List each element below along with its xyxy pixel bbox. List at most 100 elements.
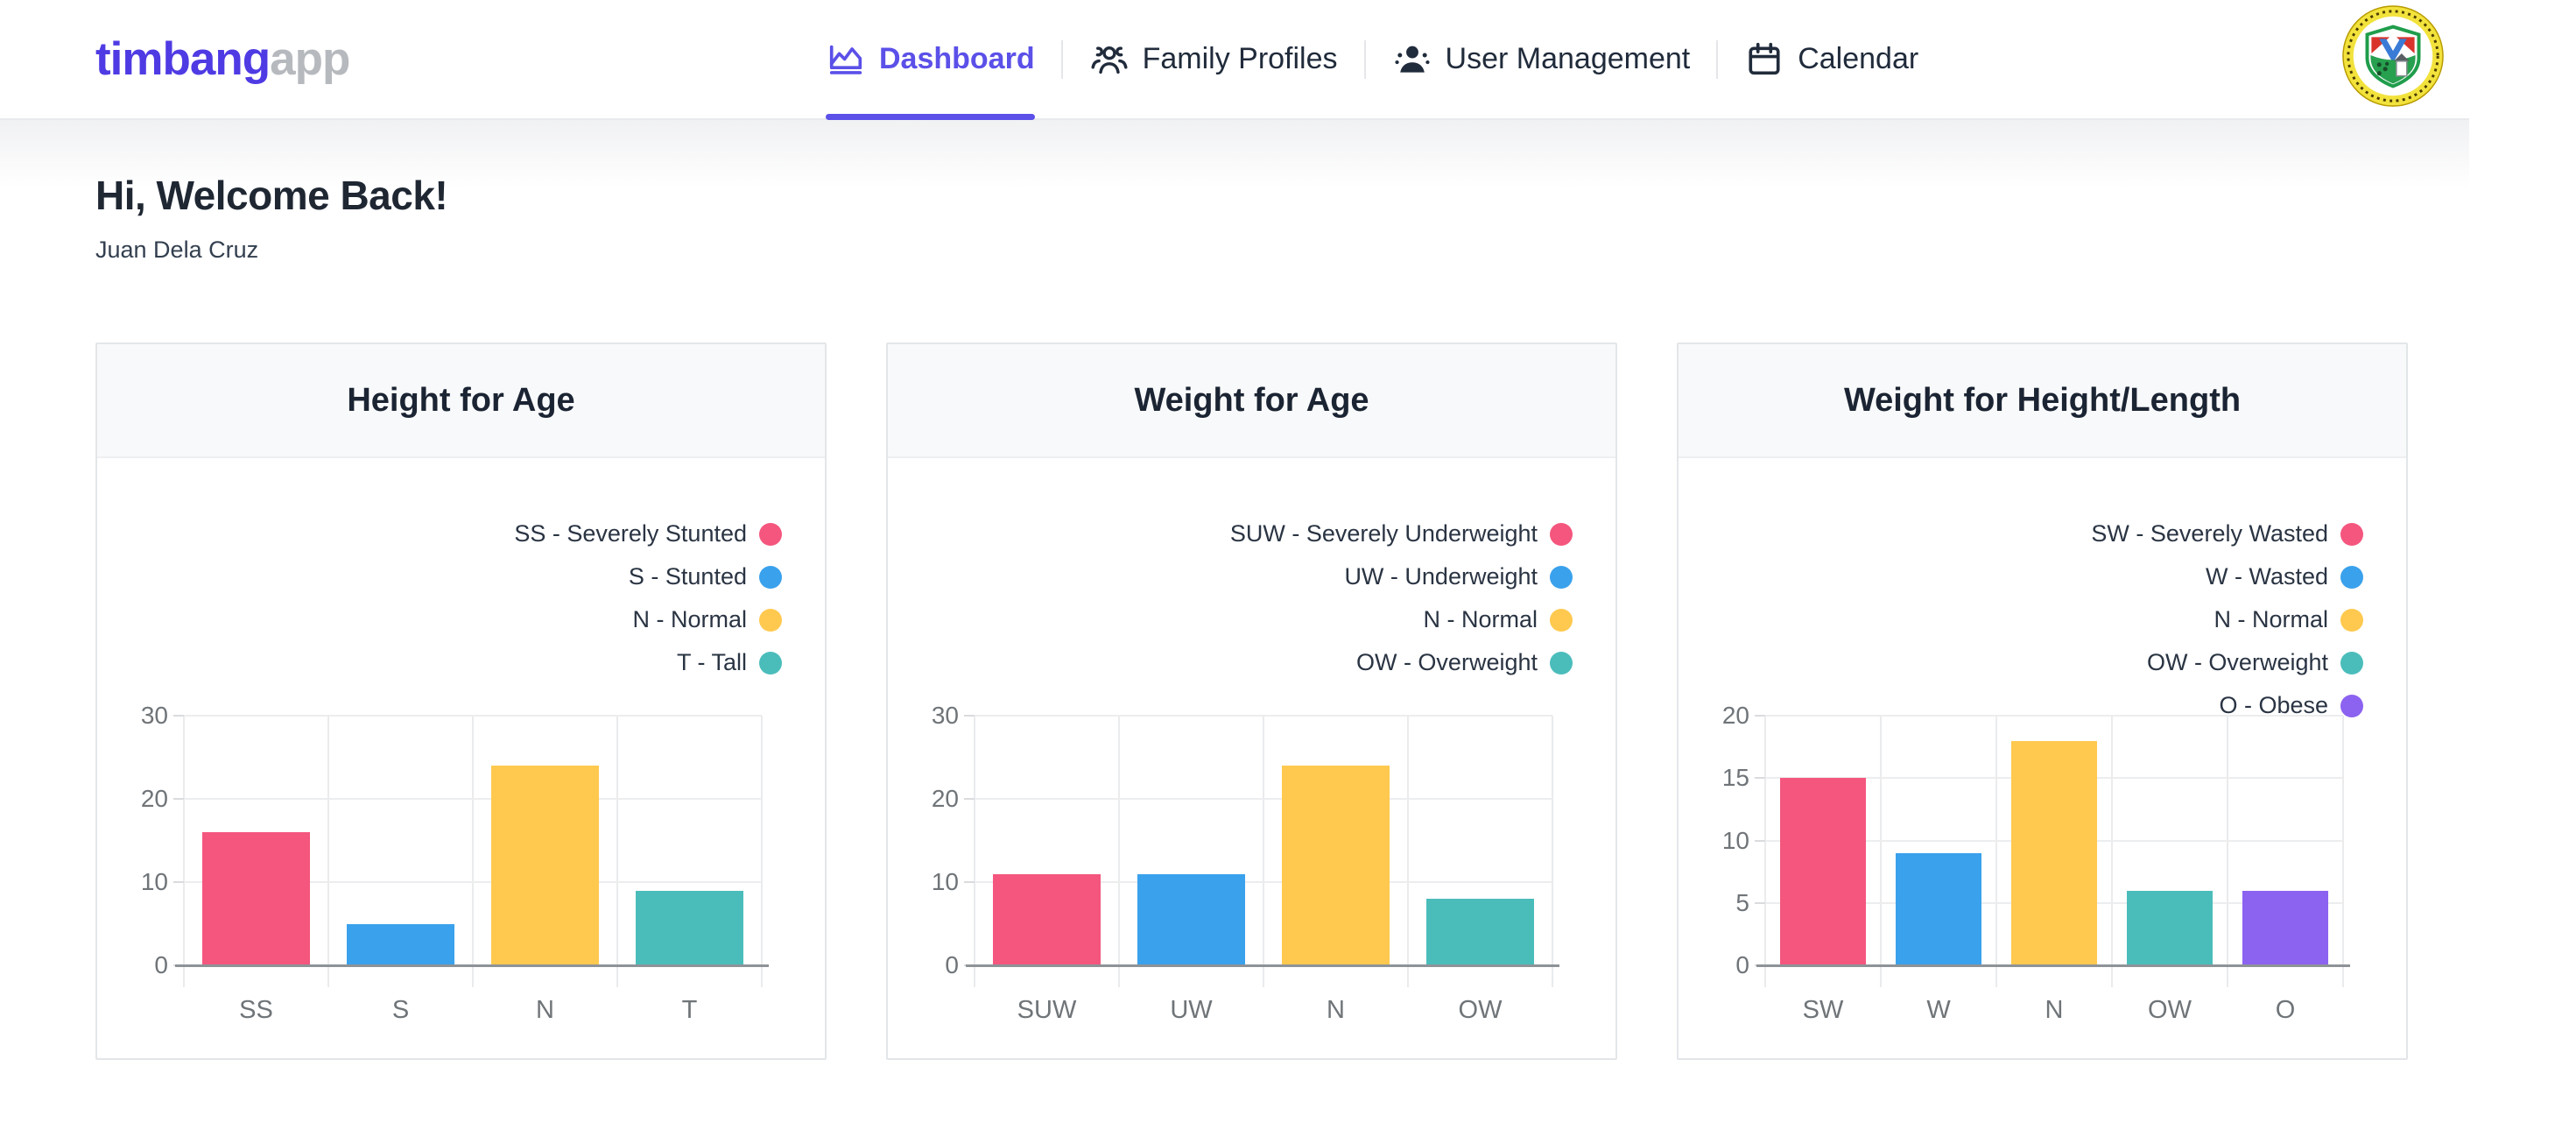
legend-item[interactable]: S - Stunted xyxy=(514,555,782,598)
legend-color-dot xyxy=(759,522,782,546)
legend-label: N - Normal xyxy=(632,606,747,632)
nav-item-user-management[interactable]: User Management xyxy=(1363,0,1718,118)
legend-item[interactable]: N - Normal xyxy=(1230,598,1573,641)
legend-label: UW - Underweight xyxy=(1344,563,1538,590)
chart-area: SW - Severely Wasted W - Wasted N - Normal… xyxy=(1679,458,2406,1060)
bar-t[interactable] xyxy=(636,890,743,965)
gridline-horizontal xyxy=(184,715,762,717)
bar-ss[interactable] xyxy=(202,832,310,965)
gridline-vertical xyxy=(1118,716,1120,987)
legend-label: SUW - Severely Underweight xyxy=(1229,520,1538,547)
bar-ow[interactable] xyxy=(2127,890,2213,965)
x-axis-tick-label: N xyxy=(2045,996,2064,1024)
bar-uw[interactable] xyxy=(1137,873,1245,965)
gridline-vertical xyxy=(327,716,329,987)
nav-item-label: Dashboard xyxy=(879,42,1035,75)
chart-card-weight-for-age: Weight for Age SUW - Severely Underweigh… xyxy=(886,343,1617,1060)
gridline-vertical xyxy=(761,716,763,987)
brand-logo[interactable]: timbang app xyxy=(95,0,350,118)
y-axis-tickmark xyxy=(1755,901,1765,904)
gridline-vertical xyxy=(1552,716,1553,987)
user-name: Juan Dela Cruz xyxy=(95,237,259,263)
y-axis-tickmark xyxy=(964,881,975,883)
y-axis-tick-label: 10 xyxy=(931,868,959,895)
gridline-horizontal xyxy=(975,798,1552,800)
bar-sw[interactable] xyxy=(1780,778,1866,965)
bar-o[interactable] xyxy=(2242,890,2328,965)
gridline-vertical xyxy=(472,716,474,987)
chart-card-header: Height for Age xyxy=(97,344,825,458)
legend-item[interactable]: OW - Overweight xyxy=(1230,641,1573,684)
calendar-icon xyxy=(1744,39,1784,80)
municipal-seal-logo xyxy=(2342,5,2444,107)
x-axis-tick-label: UW xyxy=(1170,996,1213,1024)
chart-legend: SW - Severely Wasted W - Wasted N - Normal… xyxy=(2091,512,2363,727)
legend-color-dot xyxy=(2340,565,2363,589)
y-axis-tickmark xyxy=(173,881,184,883)
y-axis-tick-label: 20 xyxy=(931,785,959,812)
x-axis-tick-label: SUW xyxy=(1017,996,1077,1024)
bar-n[interactable] xyxy=(2011,740,2097,965)
gridline-horizontal xyxy=(1765,715,2343,717)
y-axis-tick-label: 30 xyxy=(140,702,168,729)
gridline-vertical xyxy=(2342,716,2344,987)
gridline-vertical xyxy=(1995,716,1997,987)
legend-item[interactable]: O - Obese xyxy=(2091,684,2363,727)
bar-ow[interactable] xyxy=(1426,899,1534,965)
legend-color-dot xyxy=(2340,694,2363,717)
legend-color-dot xyxy=(759,651,782,674)
bar-w[interactable] xyxy=(1896,852,1981,965)
x-axis-tick-label: N xyxy=(536,996,554,1024)
gridline-vertical xyxy=(2227,716,2228,987)
legend-color-dot xyxy=(759,565,782,589)
chart-area: SUW - Severely Underweight UW - Underweig… xyxy=(888,458,1615,1060)
nav-item-label: Calendar xyxy=(1798,42,1919,75)
legend-color-dot xyxy=(2340,608,2363,632)
legend-color-dot xyxy=(1550,651,1573,674)
nav-item-dashboard[interactable]: Dashboard xyxy=(799,0,1062,120)
gridline-vertical xyxy=(183,716,185,987)
bar-n[interactable] xyxy=(491,766,599,965)
y-axis-tick-label: 5 xyxy=(1735,888,1749,916)
y-axis-tick-label: 15 xyxy=(1721,764,1749,792)
y-axis-tick-label: 0 xyxy=(154,951,168,978)
x-axis-line xyxy=(966,964,1559,967)
legend-item[interactable]: N - Normal xyxy=(514,598,782,641)
legend-color-dot xyxy=(2340,522,2363,546)
chart-plot: 0 10 20 30 SUW UW N OW xyxy=(932,702,1559,1024)
chart-area: SS - Severely Stunted S - Stunted N - Norm… xyxy=(97,458,825,1060)
bar-s[interactable] xyxy=(347,923,454,965)
nav-item-calendar[interactable]: Calendar xyxy=(1716,0,1946,118)
x-axis-tick-label: SW xyxy=(1802,996,1844,1024)
x-axis-tick-label: O xyxy=(2275,996,2296,1024)
gridline-vertical xyxy=(2111,716,2113,987)
legend-color-dot xyxy=(1550,522,1573,546)
legend-label: O - Obese xyxy=(2219,692,2328,718)
legend-item[interactable]: SW - Severely Wasted xyxy=(2091,512,2363,555)
chart-card-header: Weight for Age xyxy=(888,344,1615,458)
bar-n[interactable] xyxy=(1282,766,1390,965)
y-axis-tickmark xyxy=(173,798,184,800)
legend-item[interactable]: OW - Overweight xyxy=(2091,641,2363,684)
x-axis-tick-label: OW xyxy=(2148,996,2192,1024)
chart-legend: SS - Severely Stunted S - Stunted N - Norm… xyxy=(514,512,782,684)
legend-item[interactable]: SUW - Severely Underweight xyxy=(1230,512,1573,555)
chart-legend: SUW - Severely Underweight UW - Underweig… xyxy=(1230,512,1573,684)
main-nav: Dashboard Family Profiles User Management C… xyxy=(799,0,1946,120)
dashboard-icon xyxy=(826,39,866,80)
x-axis-tick-label: W xyxy=(1926,996,1951,1024)
chart-card-height-for-age: Height for Age SS - Severely Stunted S - … xyxy=(95,343,827,1060)
nav-item-family-profiles[interactable]: Family Profiles xyxy=(1060,0,1365,118)
chart-title: Height for Age xyxy=(347,381,575,419)
legend-item[interactable]: SS - Severely Stunted xyxy=(514,512,782,555)
page-title: Hi, Welcome Back! xyxy=(95,173,448,218)
legend-item[interactable]: T - Tall xyxy=(514,641,782,684)
legend-color-dot xyxy=(1550,565,1573,589)
x-axis-tick-label: SS xyxy=(239,996,273,1024)
gridline-vertical xyxy=(1764,716,1766,987)
legend-item[interactable]: W - Wasted xyxy=(2091,555,2363,598)
bar-suw[interactable] xyxy=(993,873,1101,965)
legend-item[interactable]: UW - Underweight xyxy=(1230,555,1573,598)
legend-item[interactable]: N - Normal xyxy=(2091,598,2363,641)
